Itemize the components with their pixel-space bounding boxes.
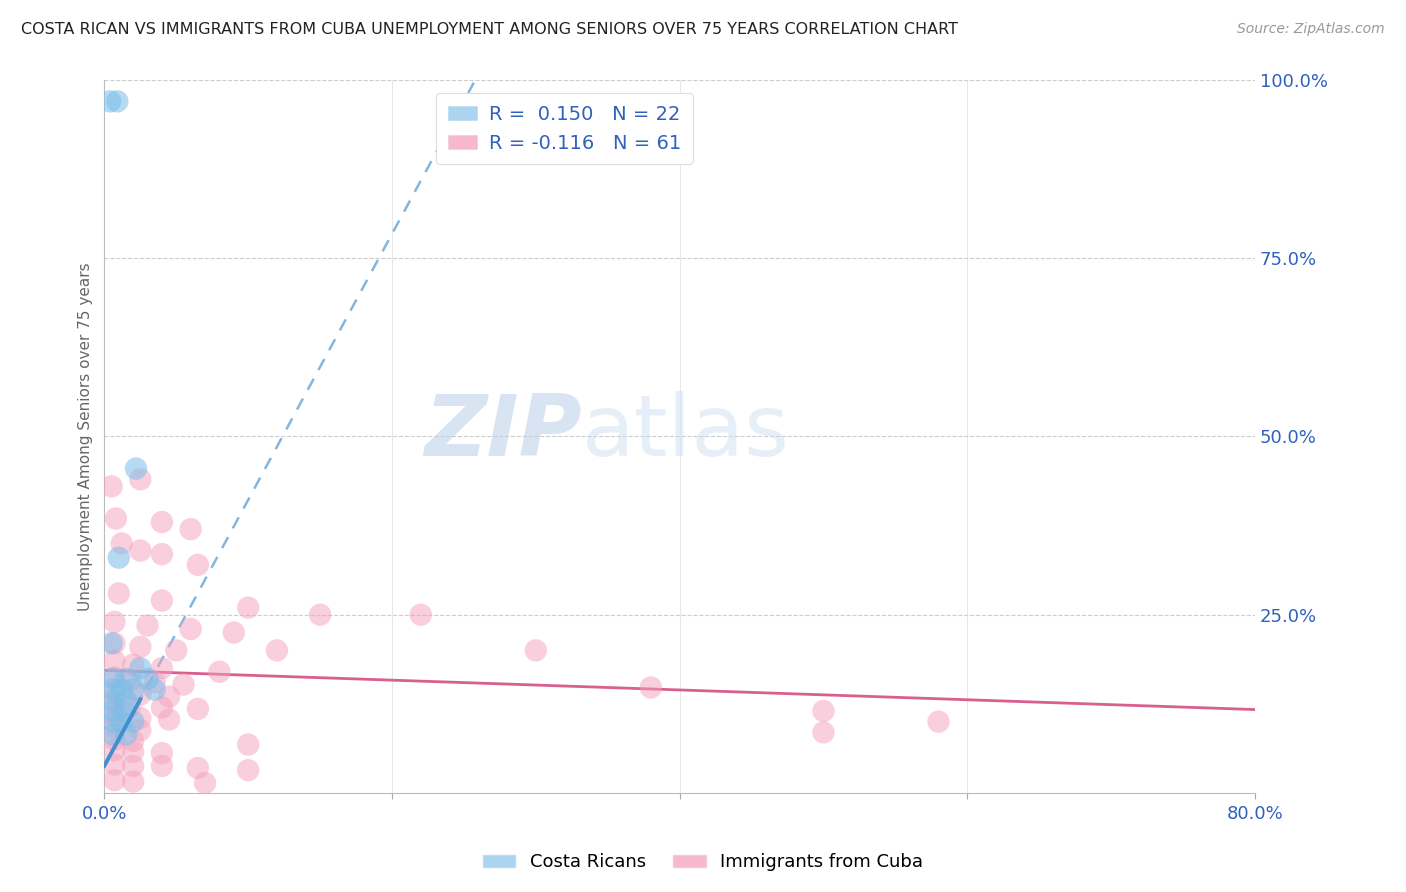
Point — [111, 682, 134, 697]
Point — [103, 636, 125, 650]
Point — [813, 704, 835, 718]
Point — [115, 693, 138, 707]
Point — [129, 661, 152, 675]
Point — [222, 625, 245, 640]
Point — [129, 543, 152, 558]
Point — [640, 681, 662, 695]
Point — [105, 95, 128, 109]
Point — [100, 636, 122, 650]
Point — [122, 759, 145, 773]
Legend: R =  0.150   N = 22, R = -0.116   N = 61: R = 0.150 N = 22, R = -0.116 N = 61 — [436, 94, 693, 164]
Point — [120, 673, 142, 688]
Point — [111, 536, 134, 550]
Point — [238, 738, 260, 752]
Point — [172, 677, 194, 691]
Point — [180, 522, 202, 536]
Point — [157, 713, 180, 727]
Point — [150, 700, 173, 714]
Point — [122, 734, 145, 748]
Point — [180, 622, 202, 636]
Point — [104, 511, 127, 525]
Point — [143, 675, 166, 690]
Point — [122, 745, 145, 759]
Point — [101, 727, 124, 741]
Point — [129, 472, 152, 486]
Point — [101, 704, 124, 718]
Text: ZIP: ZIP — [425, 392, 582, 475]
Legend: Costa Ricans, Immigrants from Cuba: Costa Ricans, Immigrants from Cuba — [475, 847, 931, 879]
Point — [107, 586, 129, 600]
Point — [208, 665, 231, 679]
Point — [266, 643, 288, 657]
Point — [524, 643, 547, 657]
Point — [238, 763, 260, 777]
Point — [120, 698, 142, 713]
Point — [122, 774, 145, 789]
Point — [143, 682, 166, 697]
Point — [122, 657, 145, 672]
Point — [103, 697, 125, 711]
Point — [122, 682, 145, 697]
Point — [111, 714, 134, 729]
Point — [115, 727, 138, 741]
Point — [98, 95, 121, 109]
Point — [194, 776, 217, 790]
Text: COSTA RICAN VS IMMIGRANTS FROM CUBA UNEMPLOYMENT AMONG SENIORS OVER 75 YEARS COR: COSTA RICAN VS IMMIGRANTS FROM CUBA UNEM… — [21, 22, 957, 37]
Point — [103, 732, 125, 747]
Point — [103, 686, 125, 700]
Point — [103, 709, 125, 723]
Point — [103, 773, 125, 788]
Point — [409, 607, 432, 622]
Point — [103, 615, 125, 629]
Point — [927, 714, 949, 729]
Point — [114, 704, 136, 718]
Point — [129, 688, 152, 702]
Point — [129, 711, 152, 725]
Point — [150, 515, 173, 529]
Point — [150, 661, 173, 675]
Y-axis label: Unemployment Among Seniors over 75 years: Unemployment Among Seniors over 75 years — [79, 262, 93, 611]
Point — [150, 746, 173, 760]
Point — [101, 682, 124, 697]
Point — [187, 702, 209, 716]
Point — [103, 720, 125, 734]
Point — [136, 618, 159, 632]
Point — [103, 743, 125, 757]
Point — [129, 640, 152, 654]
Point — [101, 693, 124, 707]
Point — [122, 714, 145, 729]
Point — [103, 654, 125, 668]
Point — [238, 600, 260, 615]
Point — [101, 714, 124, 729]
Point — [107, 550, 129, 565]
Point — [187, 761, 209, 775]
Point — [150, 759, 173, 773]
Point — [150, 593, 173, 607]
Point — [101, 672, 124, 686]
Text: atlas: atlas — [582, 392, 790, 475]
Point — [103, 671, 125, 685]
Point — [129, 723, 152, 738]
Point — [165, 643, 187, 657]
Point — [136, 672, 159, 686]
Point — [813, 725, 835, 739]
Point — [150, 547, 173, 561]
Point — [125, 461, 148, 475]
Point — [187, 558, 209, 572]
Point — [157, 690, 180, 704]
Text: Source: ZipAtlas.com: Source: ZipAtlas.com — [1237, 22, 1385, 37]
Point — [103, 757, 125, 772]
Point — [115, 672, 138, 686]
Point — [100, 479, 122, 493]
Point — [309, 607, 332, 622]
